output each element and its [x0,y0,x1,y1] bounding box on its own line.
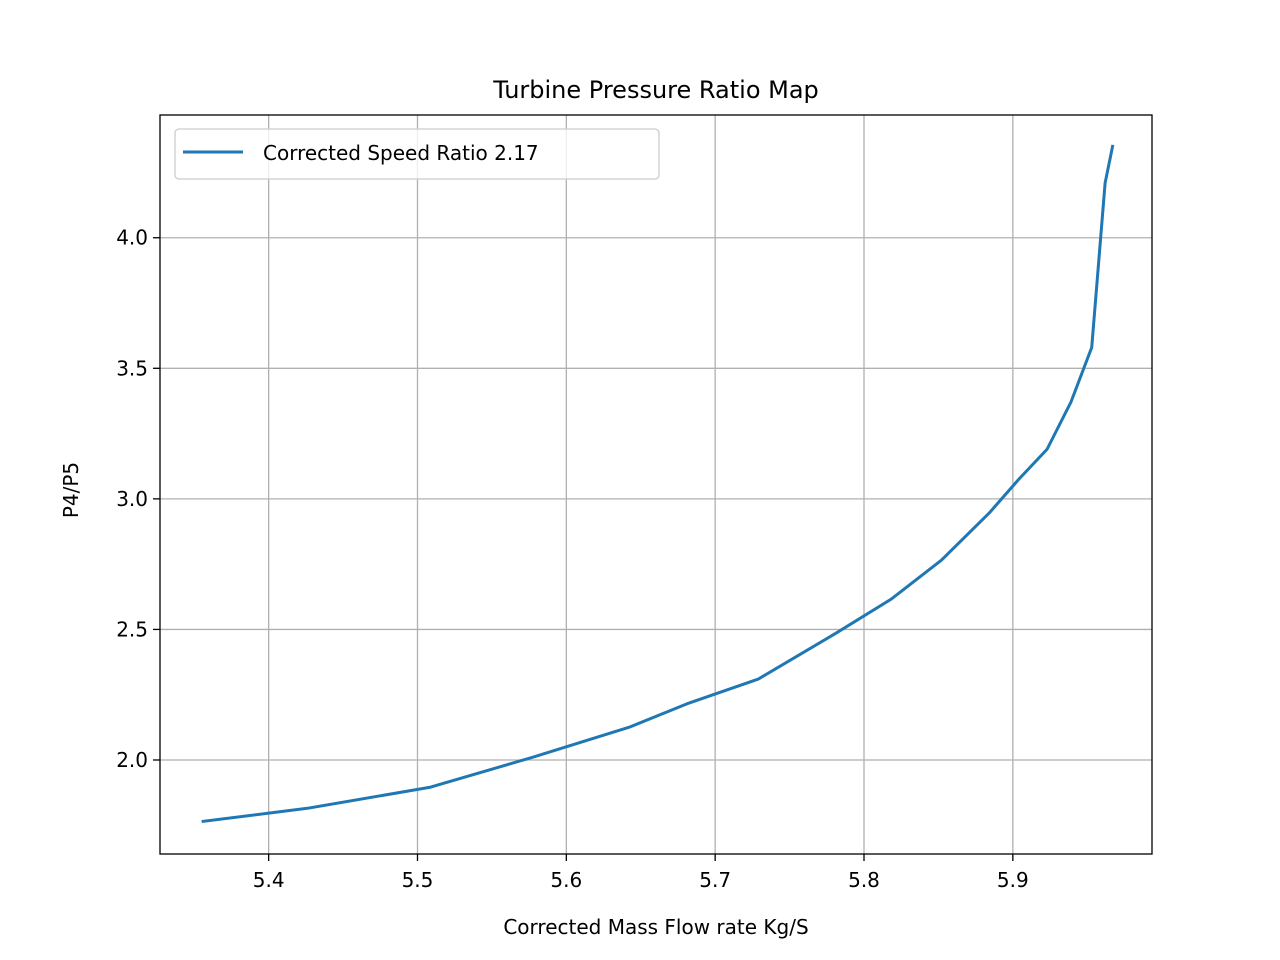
x-tick-label: 5.5 [402,868,434,892]
x-tick-label: 5.6 [550,868,582,892]
y-axis-label: P4/P5 [59,462,83,518]
y-tick-label: 4.0 [116,226,148,250]
x-axis-label: Corrected Mass Flow rate Kg/S [503,915,808,939]
axis-ticks: 5.4 5.5 5.6 5.7 5.8 5.9 2.0 2.5 3.0 3.5 4.0 [116,226,1029,892]
x-tick-label: 5.7 [699,868,731,892]
legend: Corrected Speed Ratio 2.17 [174,128,660,180]
y-tick-label: 2.5 [116,617,148,641]
y-tick-label: 3.5 [116,356,148,380]
x-tick-label: 5.4 [253,868,285,892]
legend-label: Corrected Speed Ratio 2.17 [263,141,539,165]
x-tick-label: 5.8 [848,868,880,892]
plot-area [160,115,1152,854]
grid-lines [160,115,1152,854]
series-line [201,144,1115,824]
x-tick-label: 5.9 [997,868,1029,892]
plot-frame [159,114,1153,855]
y-tick-label: 3.0 [116,487,148,511]
chart-title: Turbine Pressure Ratio Map [492,76,819,104]
series-group [201,144,1115,824]
legend-box [174,128,660,180]
y-tick-label: 2.0 [116,748,148,772]
